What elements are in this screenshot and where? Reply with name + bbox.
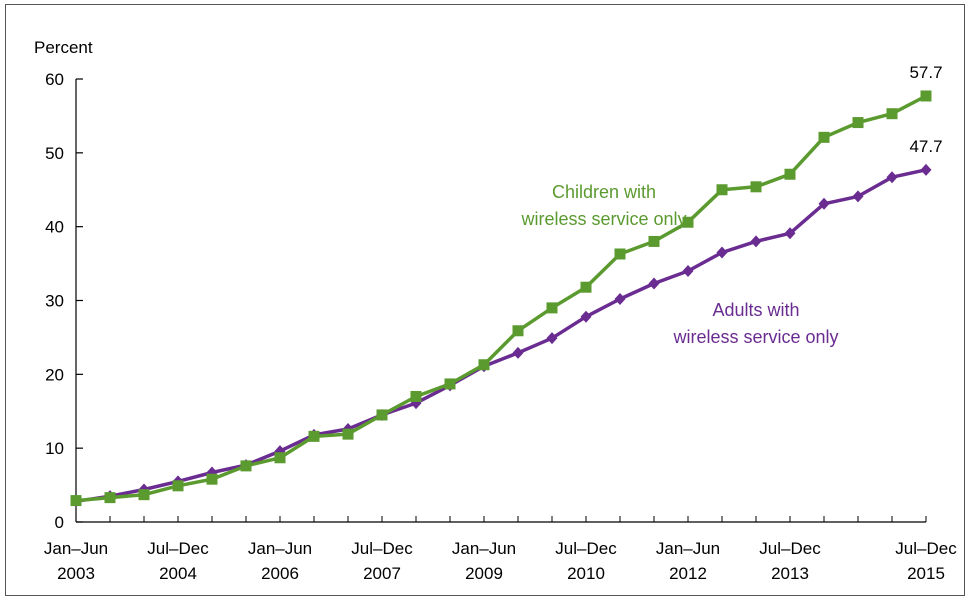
data-point-square bbox=[920, 90, 932, 102]
x-tick-label: Jul–Dec bbox=[147, 539, 209, 558]
annotations: Children with wireless service only Adults… bbox=[520, 63, 942, 347]
data-point-square bbox=[376, 409, 388, 421]
data-point-square bbox=[750, 181, 762, 193]
x-tick-label: Jul–Dec bbox=[351, 539, 413, 558]
y-tick-label: 10 bbox=[45, 439, 64, 458]
data-point-diamond bbox=[546, 332, 558, 345]
series-layer bbox=[70, 90, 932, 508]
data-point-square bbox=[614, 248, 626, 260]
data-point-square bbox=[274, 452, 286, 464]
data-point-diamond bbox=[886, 171, 898, 184]
data-point-diamond bbox=[818, 197, 830, 210]
data-point-square bbox=[852, 117, 864, 129]
y-tick-label: 40 bbox=[45, 218, 64, 237]
y-axis-label: Percent bbox=[34, 38, 93, 57]
x-tick-label-year: 2013 bbox=[771, 564, 809, 583]
data-point-square bbox=[206, 473, 218, 485]
data-point-square bbox=[410, 390, 422, 402]
data-point-square bbox=[342, 428, 354, 440]
data-point-square bbox=[104, 492, 116, 504]
data-point-square bbox=[478, 359, 490, 371]
chart-frame bbox=[5, 4, 965, 596]
data-point-square bbox=[172, 480, 184, 492]
series-line bbox=[75, 94, 927, 503]
data-point-square bbox=[70, 495, 82, 507]
data-point-diamond bbox=[580, 310, 592, 323]
x-tick-label-year: 2009 bbox=[465, 564, 503, 583]
data-point-diamond bbox=[750, 235, 762, 248]
x-tick-label: Jan–Jun bbox=[44, 539, 108, 558]
x-tick-label-year: 2003 bbox=[57, 564, 95, 583]
series-label: wireless service only bbox=[520, 209, 686, 229]
y-tick-label: 0 bbox=[55, 513, 64, 532]
data-point-square bbox=[818, 131, 830, 143]
data-point-square bbox=[138, 489, 150, 501]
x-tick-label-year: 2010 bbox=[567, 564, 605, 583]
series-line bbox=[75, 168, 927, 504]
data-point-square bbox=[444, 378, 456, 390]
x-tick-label-year: 2007 bbox=[363, 564, 401, 583]
y-tick-label: 20 bbox=[45, 365, 64, 384]
data-point-diamond bbox=[682, 264, 694, 277]
end-value-label: 47.7 bbox=[909, 137, 942, 156]
x-tick-label-year: 2012 bbox=[669, 564, 707, 583]
end-value-label: 57.7 bbox=[909, 63, 942, 82]
x-tick-label: Jan–Jun bbox=[452, 539, 516, 558]
data-point-square bbox=[648, 235, 660, 247]
x-tick-label: Jul–Dec bbox=[759, 539, 821, 558]
data-point-diamond bbox=[512, 346, 524, 359]
data-point-square bbox=[682, 216, 694, 228]
data-point-square bbox=[308, 430, 320, 442]
y-tick-label: 50 bbox=[45, 144, 64, 163]
series-label: Children with bbox=[552, 182, 656, 202]
data-point-diamond bbox=[784, 227, 796, 240]
data-point-diamond bbox=[716, 246, 728, 259]
data-point-diamond bbox=[614, 293, 626, 306]
data-point-square bbox=[546, 302, 558, 314]
y-tick-label: 60 bbox=[45, 70, 64, 89]
data-point-diamond bbox=[648, 277, 660, 290]
data-point-square bbox=[512, 325, 524, 337]
x-tick-label: Jan–Jun bbox=[656, 539, 720, 558]
series-label: wireless service only bbox=[672, 327, 838, 347]
data-point-diamond bbox=[920, 163, 932, 176]
x-tick-label-year: 2015 bbox=[907, 564, 945, 583]
data-point-square bbox=[716, 184, 728, 196]
data-point-square bbox=[580, 281, 592, 293]
x-tick-label-year: 2004 bbox=[159, 564, 197, 583]
axes: 0 10 20 30 40 50 60 Jan–Jun 2003 Jul–Dec 2004 Jan–J… bbox=[44, 70, 957, 583]
data-point-square bbox=[240, 460, 252, 472]
x-tick-label: Jul–Dec bbox=[895, 539, 957, 558]
series-label: Adults with bbox=[712, 300, 799, 320]
x-tick-label: Jul–Dec bbox=[555, 539, 617, 558]
data-point-square bbox=[784, 168, 796, 180]
data-point-diamond bbox=[852, 190, 864, 203]
y-tick-label: 30 bbox=[45, 292, 64, 311]
x-tick-label-year: 2006 bbox=[261, 564, 299, 583]
x-tick-label: Jan–Jun bbox=[248, 539, 312, 558]
data-point-square bbox=[886, 108, 898, 120]
